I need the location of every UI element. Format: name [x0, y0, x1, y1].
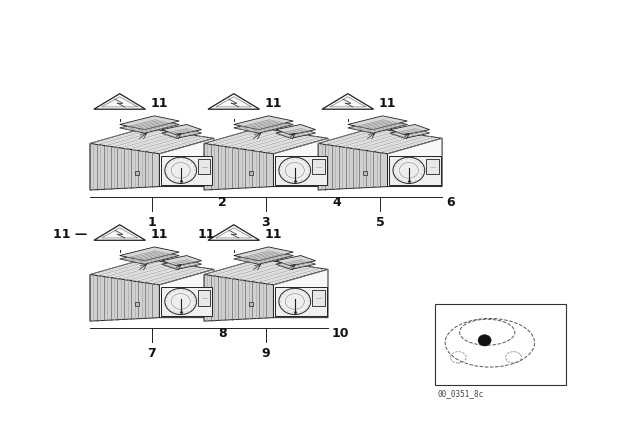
- Polygon shape: [90, 143, 159, 190]
- Polygon shape: [390, 128, 429, 138]
- Polygon shape: [120, 119, 179, 133]
- Text: 1: 1: [148, 216, 156, 229]
- Polygon shape: [162, 125, 202, 135]
- Text: 7: 7: [148, 347, 156, 360]
- Polygon shape: [322, 94, 374, 109]
- Polygon shape: [390, 125, 429, 135]
- Polygon shape: [90, 259, 214, 285]
- Polygon shape: [276, 259, 316, 269]
- Text: 11: 11: [264, 228, 282, 241]
- Polygon shape: [90, 128, 214, 154]
- Polygon shape: [90, 275, 159, 321]
- Ellipse shape: [279, 289, 310, 314]
- Polygon shape: [276, 255, 316, 266]
- Polygon shape: [159, 269, 214, 318]
- Polygon shape: [120, 250, 179, 264]
- Text: 4: 4: [332, 195, 340, 208]
- Ellipse shape: [165, 289, 196, 314]
- Bar: [312, 290, 324, 306]
- Polygon shape: [388, 138, 442, 186]
- Polygon shape: [204, 128, 328, 154]
- Bar: [198, 159, 211, 174]
- Polygon shape: [94, 225, 145, 240]
- Text: 11: 11: [150, 228, 168, 241]
- Bar: [198, 290, 211, 306]
- Ellipse shape: [165, 157, 196, 184]
- Text: 9: 9: [262, 347, 270, 360]
- Polygon shape: [234, 119, 293, 133]
- Ellipse shape: [478, 335, 491, 346]
- Text: 8: 8: [218, 327, 227, 340]
- Polygon shape: [208, 94, 260, 109]
- Text: 00_0351_8c: 00_0351_8c: [437, 389, 483, 398]
- Polygon shape: [204, 143, 273, 190]
- Text: 11: 11: [197, 228, 215, 241]
- Polygon shape: [348, 119, 408, 133]
- Text: 11: 11: [150, 97, 168, 110]
- Text: 11: 11: [379, 97, 396, 110]
- Polygon shape: [318, 143, 388, 190]
- Text: 2: 2: [218, 195, 227, 208]
- Text: 11: 11: [264, 97, 282, 110]
- Polygon shape: [273, 269, 328, 318]
- Polygon shape: [208, 225, 260, 240]
- Polygon shape: [162, 255, 202, 266]
- Polygon shape: [234, 116, 293, 129]
- Polygon shape: [273, 138, 328, 186]
- FancyBboxPatch shape: [389, 155, 440, 185]
- Polygon shape: [120, 116, 179, 129]
- Text: 6: 6: [446, 195, 454, 208]
- Polygon shape: [234, 247, 293, 261]
- Polygon shape: [276, 125, 316, 135]
- Polygon shape: [159, 138, 214, 186]
- Polygon shape: [204, 259, 328, 285]
- Polygon shape: [204, 275, 273, 321]
- FancyBboxPatch shape: [275, 287, 326, 316]
- Polygon shape: [318, 128, 442, 154]
- Text: 11 —: 11 —: [53, 228, 88, 241]
- Polygon shape: [162, 259, 202, 269]
- Polygon shape: [276, 128, 316, 138]
- Bar: [426, 159, 438, 174]
- FancyBboxPatch shape: [275, 155, 326, 185]
- Text: 5: 5: [376, 216, 385, 229]
- FancyBboxPatch shape: [161, 155, 212, 185]
- Text: 3: 3: [262, 216, 270, 229]
- Ellipse shape: [279, 157, 310, 184]
- FancyBboxPatch shape: [161, 287, 212, 316]
- Polygon shape: [234, 250, 293, 264]
- Bar: [312, 159, 324, 174]
- Polygon shape: [162, 128, 202, 138]
- Bar: [435, 304, 566, 385]
- Polygon shape: [94, 94, 145, 109]
- Text: 10: 10: [332, 327, 349, 340]
- Polygon shape: [348, 116, 408, 129]
- Ellipse shape: [393, 157, 425, 184]
- Polygon shape: [120, 247, 179, 261]
